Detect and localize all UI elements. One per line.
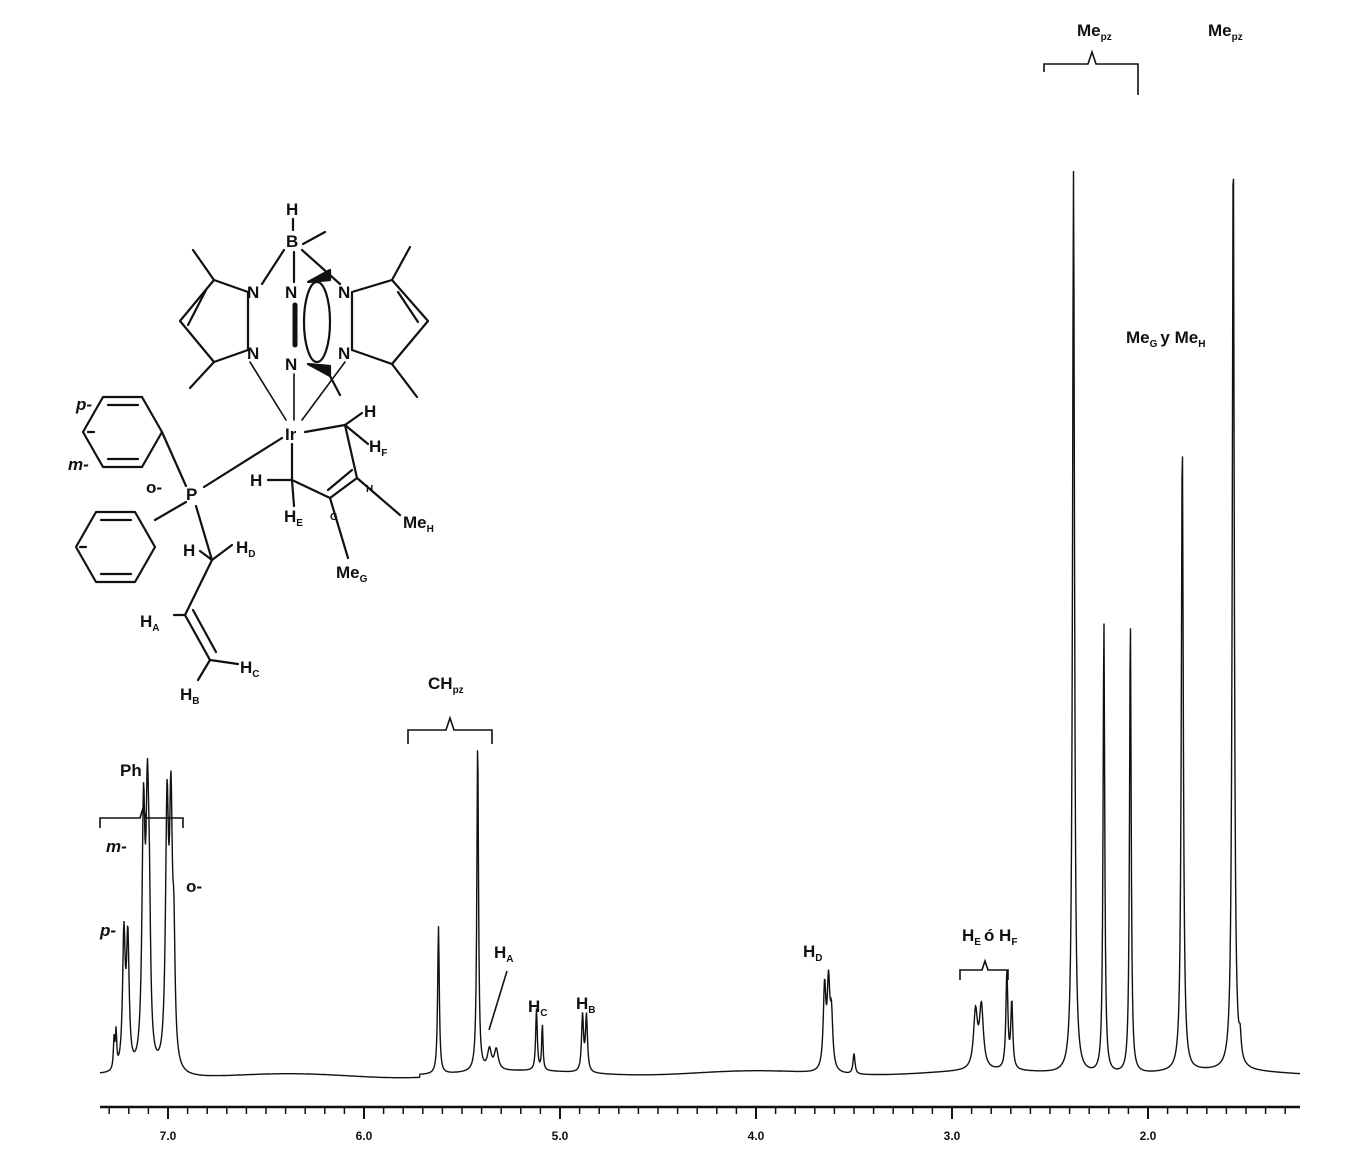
label-hd: HD bbox=[236, 538, 256, 560]
label-meh: MeH bbox=[403, 513, 434, 535]
bond-n6-ir bbox=[301, 361, 346, 421]
x-axis-major-ticks: 7.0 6.0 5.0 4.0 3.0 2.0 bbox=[160, 1107, 1157, 1143]
x-axis-tick-label: 7.0 bbox=[160, 1129, 177, 1143]
left-pyrazole-ring bbox=[178, 278, 250, 364]
bond-cha-ch2-double bbox=[183, 613, 212, 662]
x-axis-minor-ticks bbox=[108, 1107, 1286, 1114]
atom-n3: N bbox=[285, 283, 297, 302]
right-pyrazole-methyl-top bbox=[390, 245, 412, 282]
bond-p-lower-phenyl bbox=[153, 500, 188, 522]
bond-p-ch2 bbox=[194, 504, 214, 562]
right-pyrazole-ring bbox=[350, 278, 430, 366]
x-axis-tick-label: 4.0 bbox=[748, 1129, 765, 1143]
atom-h-d-geminal: H bbox=[183, 541, 195, 560]
atom-p: P bbox=[186, 485, 197, 504]
bond-ch2-cha bbox=[183, 558, 214, 617]
left-pyrazole-methyl-bottom bbox=[188, 360, 216, 390]
nmr-spectrum bbox=[99, 170, 1300, 1079]
lower-phenyl-ring bbox=[74, 510, 157, 584]
hc-label: HC bbox=[528, 997, 548, 1019]
atom-h-top: H bbox=[286, 200, 298, 219]
bond-c2-c3 bbox=[328, 476, 359, 500]
label-ha: HA bbox=[140, 612, 160, 634]
atom-n4: N bbox=[285, 355, 297, 374]
ph-bracket bbox=[99, 805, 184, 828]
bond-cha-ch2-double-2 bbox=[191, 608, 218, 654]
bond-c1-c2 bbox=[343, 423, 359, 480]
bond-c-meh bbox=[355, 476, 402, 517]
he-hf-label: HE ó HF bbox=[962, 926, 1017, 948]
right-pyrazole-methyl-bottom bbox=[390, 362, 419, 399]
left-pyrazole-inner-bond bbox=[186, 288, 208, 327]
left-pyrazole-methyl-top bbox=[191, 248, 216, 282]
x-axis-tick-label: 5.0 bbox=[552, 1129, 569, 1143]
chpz-bracket bbox=[407, 715, 493, 744]
chpz-label: CHpz bbox=[428, 674, 464, 696]
bond-n2-ir bbox=[249, 361, 287, 421]
label-he: HE bbox=[284, 507, 303, 529]
atom-b: B bbox=[286, 232, 298, 251]
ph-label: Ph bbox=[120, 761, 142, 780]
middle-pyrazole-ring bbox=[302, 280, 332, 364]
mepz-bracket bbox=[1043, 49, 1139, 95]
label-hc: HC bbox=[240, 658, 260, 680]
middle-pyrazole-methyl-bottom bbox=[328, 374, 342, 397]
bond-ir-ch2f bbox=[303, 423, 347, 434]
he-hf-bracket bbox=[959, 958, 1009, 980]
bond-ir-p bbox=[202, 436, 284, 489]
bond-c3-c4 bbox=[290, 478, 332, 500]
bond-ch2f-h bbox=[343, 411, 364, 427]
o-label: o- bbox=[186, 877, 202, 896]
bond-c-meg bbox=[328, 496, 350, 560]
molecular-structure: H B N N N N N N Ir bbox=[68, 200, 434, 707]
hd-label: HD bbox=[803, 942, 823, 964]
ha-pointer bbox=[488, 970, 508, 1031]
upper-phenyl-ring bbox=[81, 395, 164, 469]
mepz-label-1: Mepz bbox=[1077, 21, 1112, 43]
atom-g-label: G bbox=[330, 512, 338, 523]
wedge-bottom bbox=[306, 362, 332, 378]
right-pyrazole-inner-bond bbox=[396, 290, 420, 324]
bond-p-upper-phenyl bbox=[160, 430, 188, 488]
label-meg: MeG bbox=[336, 563, 368, 585]
atom-n1: N bbox=[247, 283, 259, 302]
bond-c4-he bbox=[290, 478, 296, 508]
atom-n2: N bbox=[247, 344, 259, 363]
bond-c2-c3-double bbox=[326, 468, 354, 492]
label-hb: HB bbox=[180, 685, 200, 707]
mepz-label-2: Mepz bbox=[1208, 21, 1243, 43]
bond-ch2-hc bbox=[208, 658, 240, 666]
ring-m-label: m- bbox=[68, 455, 89, 474]
x-axis-tick-label: 3.0 bbox=[944, 1129, 961, 1143]
p-label: p- bbox=[99, 921, 116, 940]
atom-ir: Ir bbox=[285, 425, 297, 444]
ring-p-label: p- bbox=[75, 395, 92, 414]
x-axis-tick-label: 2.0 bbox=[1140, 1129, 1157, 1143]
atom-h-e-geminal: H bbox=[250, 471, 262, 490]
spectrum-trace bbox=[99, 170, 1300, 1079]
x-axis-tick-label: 6.0 bbox=[356, 1129, 373, 1143]
bond-ch2-hd bbox=[210, 543, 234, 562]
x-axis: 7.0 6.0 5.0 4.0 3.0 2.0 bbox=[100, 1105, 1300, 1143]
label-hf: HF bbox=[369, 437, 387, 459]
ring-o-label: o- bbox=[146, 478, 162, 497]
bond-b-n5 bbox=[300, 248, 342, 286]
ha-label: HA bbox=[494, 943, 514, 965]
peak-annotations: Ph m- o- p- CHpz HA HC HB HD HE ó HF Mepz… bbox=[99, 21, 1243, 1031]
bond-b-n1 bbox=[260, 248, 286, 286]
atom-n6: N bbox=[338, 344, 350, 363]
bond-ch2f-hf bbox=[343, 423, 370, 446]
atom-h-f-geminal: H bbox=[364, 402, 376, 421]
m-label: m- bbox=[106, 837, 127, 856]
hb-label: HB bbox=[576, 994, 596, 1016]
bond-b-me bbox=[301, 230, 327, 246]
atom-n5: N bbox=[338, 283, 350, 302]
bond-ch2-hb bbox=[196, 658, 212, 682]
bond-ch2-h bbox=[198, 549, 214, 562]
meg-meh-label: MeG y MeH bbox=[1126, 328, 1205, 350]
wedge-top bbox=[306, 268, 332, 284]
